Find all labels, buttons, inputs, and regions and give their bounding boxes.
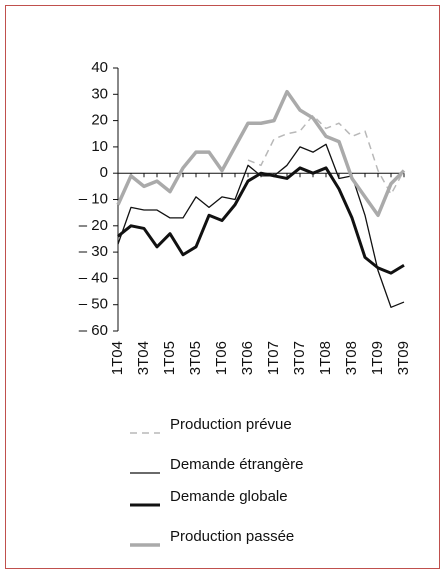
y-tick-label: 20 xyxy=(91,112,108,129)
line-series xyxy=(116,89,406,218)
x-tick-label: 1T09 xyxy=(369,341,386,375)
x-tick-label: 1T05 xyxy=(161,341,178,375)
x-tick-label: 3T09 xyxy=(395,341,412,375)
x-tick-label: 3T06 xyxy=(239,341,256,375)
y-tick-label: 40 xyxy=(91,59,108,76)
x-tick-label: 1T07 xyxy=(265,341,282,375)
y-tick-label: – 50 xyxy=(79,296,108,313)
line-series xyxy=(117,143,405,308)
x-tick-label: 1T06 xyxy=(213,341,230,375)
x-tick-label: 1T04 xyxy=(109,341,126,375)
y-tick-label: – 10 xyxy=(79,190,108,207)
x-tick-label: 3T07 xyxy=(291,341,308,375)
y-tick-label: – 20 xyxy=(79,217,108,234)
x-tick-label: 3T04 xyxy=(135,341,152,375)
legend-label: Production prévue xyxy=(170,416,292,433)
x-tick-label: 3T05 xyxy=(187,341,204,375)
y-tick-label: – 60 xyxy=(79,322,108,339)
line-series xyxy=(247,114,405,195)
legend-label: Demande étrangère xyxy=(170,456,303,473)
y-tick-label: – 30 xyxy=(79,243,108,260)
x-tick-label: 3T08 xyxy=(343,341,360,375)
y-tick-label: 0 xyxy=(100,164,108,181)
x-tick-label: 1T08 xyxy=(317,341,334,375)
y-tick-label: 30 xyxy=(91,85,108,102)
y-tick-label: – 40 xyxy=(79,269,108,286)
legend-label: Production passée xyxy=(170,528,294,545)
line-series xyxy=(117,166,405,275)
y-tick-label: 10 xyxy=(91,138,108,155)
frame xyxy=(5,5,440,569)
legend-label: Demande globale xyxy=(170,488,288,505)
